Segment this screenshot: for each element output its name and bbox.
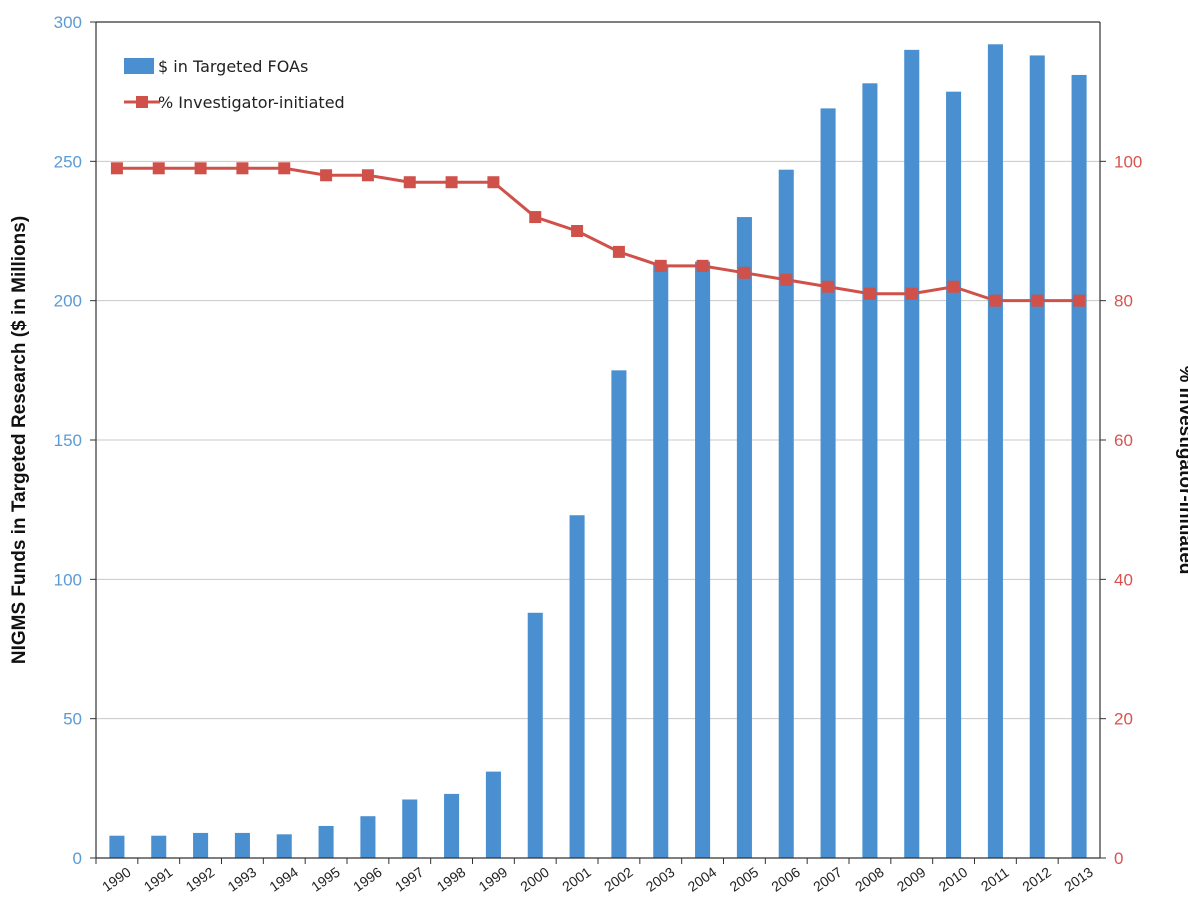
bar-1994 [276,834,292,858]
bar-1999 [485,771,501,858]
y-left-tick-label: 300 [54,13,82,32]
x-tick-label-1995: 1995 [308,864,343,895]
line-point-1994 [278,162,291,175]
y-right-tick-label: 0 [1114,849,1123,868]
x-tick-label-2010: 2010 [936,864,971,895]
x-tick-label-2009: 2009 [894,864,929,895]
bar-2011 [987,44,1003,858]
x-tick-label-1998: 1998 [434,864,469,895]
y-axis-right-title: % Investigator-initiated [1175,365,1188,574]
line-point-1998 [445,176,458,189]
x-tick-label-2003: 2003 [643,864,678,895]
legend-line-marker [136,96,148,108]
bar-2013 [1071,74,1087,859]
x-tick-label-1994: 1994 [266,864,301,895]
bar-2000 [527,612,543,858]
x-tick-label-2005: 2005 [726,864,761,895]
x-tick-label-2006: 2006 [768,864,803,895]
bar-1998 [444,793,460,858]
line-point-1993 [236,162,249,175]
line-point-1990 [110,162,123,175]
line-point-1999 [487,176,500,189]
x-tick-label-2004: 2004 [685,864,720,895]
line-point-2002 [612,245,625,258]
bar-2002 [611,370,627,858]
y-left-tick-label: 150 [54,431,82,450]
legend: $ in Targeted FOAs % Investigator-initia… [124,57,345,112]
x-tick-label-2000: 2000 [517,864,552,895]
bar-series [109,44,1087,859]
y-right-tick-label: 20 [1114,710,1133,729]
line-point-2007 [822,280,835,293]
bar-1997 [402,799,418,858]
line-series [110,162,1086,307]
x-tick-label-1999: 1999 [475,864,510,895]
bar-2007 [820,108,836,859]
y-axis-left-title: NIGMS Funds in Targeted Research ($ in M… [9,216,30,664]
bar-1992 [193,832,209,858]
bar-2009 [904,49,920,859]
bar-2008 [862,83,878,859]
y-left-tick-label: 200 [54,292,82,311]
x-tick-label-1991: 1991 [141,864,176,895]
bar-2006 [778,169,794,858]
line-point-2011 [989,294,1002,307]
bar-2003 [653,264,669,858]
line-point-2005 [738,266,751,279]
line-point-2001 [571,225,584,237]
line-point-2008 [863,287,876,300]
x-tick-label-2007: 2007 [810,864,845,895]
investigator-line [116,166,1080,303]
bar-2010 [946,91,962,858]
x-tick-label-1996: 1996 [350,864,385,895]
y-left-tick-label: 0 [73,849,82,868]
y-right-tick-label: 100 [1114,152,1142,171]
x-tick-label-2002: 2002 [601,864,636,895]
line-point-2012 [1031,294,1044,307]
x-tick-label-2011: 2011 [978,864,1012,894]
line-point-1995 [320,169,333,182]
bar-2004 [695,261,711,858]
line-point-2000 [529,211,542,224]
y-right-tick-label: 60 [1114,431,1133,450]
bar-1991 [151,835,167,858]
axes [90,21,1106,864]
line-point-2006 [780,273,793,286]
line-point-2003 [654,259,667,272]
y-left-tick-label: 50 [63,710,82,729]
bar-2005 [736,217,752,859]
y-left-tick-label: 250 [54,152,82,171]
bar-1993 [234,832,250,858]
y-right-tick-label: 40 [1114,570,1133,589]
x-tick-label-1997: 1997 [392,864,427,895]
bar-1990 [109,835,125,858]
y-left-tick-label: 100 [54,570,82,589]
legend-line-label: % Investigator-initiated [158,93,345,112]
bar-1996 [360,816,376,858]
x-tick-label-1993: 1993 [224,864,259,895]
line-point-1997 [403,176,416,189]
bar-1995 [318,825,334,858]
line-point-1996 [361,169,374,182]
line-point-2004 [696,259,709,272]
bar-2012 [1029,55,1045,858]
bar-2001 [569,515,585,858]
x-tick-label-2001: 2001 [559,864,594,895]
line-point-1991 [152,162,165,175]
legend-bar-swatch [124,58,154,74]
y-right-tick-label: 80 [1114,292,1133,311]
x-tick-label-1992: 1992 [183,864,218,895]
line-point-2013 [1073,294,1086,307]
line-point-2010 [947,280,960,293]
x-tick-label-2012: 2012 [1019,864,1054,895]
x-tick-label-2013: 2013 [1061,864,1096,895]
line-point-2009 [905,287,918,300]
line-point-1992 [194,162,207,175]
x-tick-label-1990: 1990 [99,864,134,895]
legend-bar-label: $ in Targeted FOAs [158,57,308,76]
x-tick-label-2008: 2008 [852,864,887,895]
